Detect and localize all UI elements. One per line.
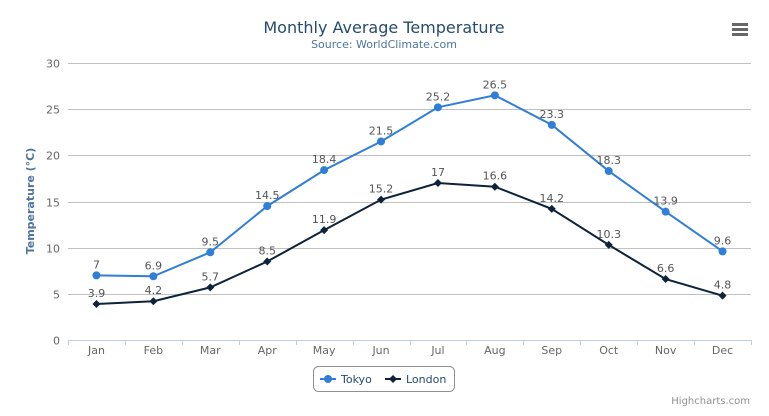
chart-subtitle: Source: WorldClimate.com — [311, 38, 457, 51]
x-tick-label: May — [313, 344, 336, 357]
x-tick-label: Jun — [371, 344, 389, 357]
data-label: 10.3 — [596, 228, 621, 241]
legend: Tokyo London — [313, 366, 455, 392]
data-label: 6.6 — [657, 262, 675, 275]
x-tick-label: Aug — [484, 344, 505, 357]
y-tick-label: 25 — [46, 104, 60, 117]
series-line — [96, 182, 723, 305]
x-tick-label: Apr — [258, 344, 278, 357]
data-label: 14.2 — [540, 192, 565, 205]
data-label: 4.2 — [145, 284, 163, 297]
y-tick-label: 30 — [46, 58, 60, 71]
data-point[interactable] — [149, 297, 158, 306]
legend-label-london: London — [406, 373, 446, 386]
x-tick-label: Jan — [87, 344, 105, 357]
data-label: 26.5 — [483, 78, 508, 91]
credits-link[interactable]: Highcharts.com — [671, 396, 750, 407]
data-point[interactable] — [263, 257, 272, 266]
data-point[interactable] — [206, 283, 215, 292]
data-label: 8.5 — [258, 245, 276, 258]
legend-marker-tokyo — [324, 375, 332, 383]
data-point[interactable] — [433, 179, 442, 188]
data-point[interactable] — [433, 103, 442, 112]
data-label: 18.4 — [312, 153, 337, 166]
data-label: 9.5 — [202, 235, 220, 248]
data-point[interactable] — [547, 120, 556, 129]
data-point[interactable] — [206, 248, 215, 257]
data-point[interactable] — [92, 299, 101, 308]
data-label: 7 — [93, 258, 100, 271]
x-tick-label: Sep — [541, 344, 562, 357]
data-point[interactable] — [263, 202, 272, 211]
data-label: 11.9 — [312, 213, 337, 226]
data-label: 9.6 — [714, 234, 732, 247]
series-london: 3.9 4.2 5.7 8.5 11.9 15.2 17 16.6 14.2 10.3 6.6 4.8 — [88, 166, 732, 308]
y-tick-label: 0 — [53, 335, 60, 348]
legend-label-tokyo: Tokyo — [340, 373, 372, 386]
data-label: 17 — [431, 166, 445, 179]
data-label: 13.9 — [653, 195, 678, 208]
x-tick-label: Dec — [712, 344, 733, 357]
data-point[interactable] — [604, 167, 613, 176]
series-tokyo: 7 6.9 9.5 14.5 18.4 21.5 25.2 26.5 23.3 18.3 13.9 9… — [92, 78, 732, 281]
data-point[interactable] — [718, 291, 727, 300]
data-point[interactable] — [547, 204, 556, 213]
x-tick-label: Nov — [655, 344, 677, 357]
data-label: 6.9 — [145, 259, 163, 272]
data-point[interactable] — [490, 182, 499, 191]
data-label: 21.5 — [369, 124, 394, 137]
legend-marker-london — [389, 375, 397, 383]
series-line — [96, 94, 724, 278]
data-label: 14.5 — [255, 189, 280, 202]
data-point[interactable] — [377, 195, 386, 204]
y-tick-label: 15 — [46, 197, 60, 210]
data-label: 25.2 — [426, 90, 451, 103]
x-tick-label: Feb — [144, 344, 163, 357]
y-tick-label: 20 — [46, 150, 60, 163]
data-label: 3.9 — [88, 287, 106, 300]
data-point[interactable] — [661, 207, 670, 216]
legend-item-tokyo[interactable]: Tokyo — [320, 373, 372, 386]
data-point[interactable] — [92, 271, 101, 280]
legend-item-london[interactable]: London — [385, 373, 446, 386]
chart-title: Monthly Average Temperature — [263, 18, 504, 37]
data-label: 15.2 — [369, 183, 394, 196]
hamburger-menu-icon[interactable] — [731, 22, 749, 36]
data-point[interactable] — [604, 240, 613, 249]
data-point[interactable] — [320, 226, 329, 235]
y-axis-title: Temperature (°C) — [24, 148, 37, 255]
data-label: 4.8 — [714, 279, 732, 292]
data-label: 23.3 — [540, 108, 565, 121]
data-label: 18.3 — [596, 154, 621, 167]
data-point[interactable] — [718, 247, 727, 256]
data-point[interactable] — [490, 91, 499, 100]
y-tick-label: 10 — [46, 243, 60, 256]
data-point[interactable] — [377, 137, 386, 146]
data-point[interactable] — [149, 272, 158, 281]
x-tick-label: Oct — [599, 344, 619, 357]
data-point[interactable] — [320, 166, 329, 175]
data-label: 16.6 — [483, 170, 508, 183]
x-tick-label: Jul — [430, 344, 444, 357]
x-tick-label: Mar — [200, 344, 221, 357]
y-tick-label: 5 — [53, 289, 60, 302]
data-label: 5.7 — [202, 270, 220, 283]
data-point[interactable] — [661, 275, 670, 284]
